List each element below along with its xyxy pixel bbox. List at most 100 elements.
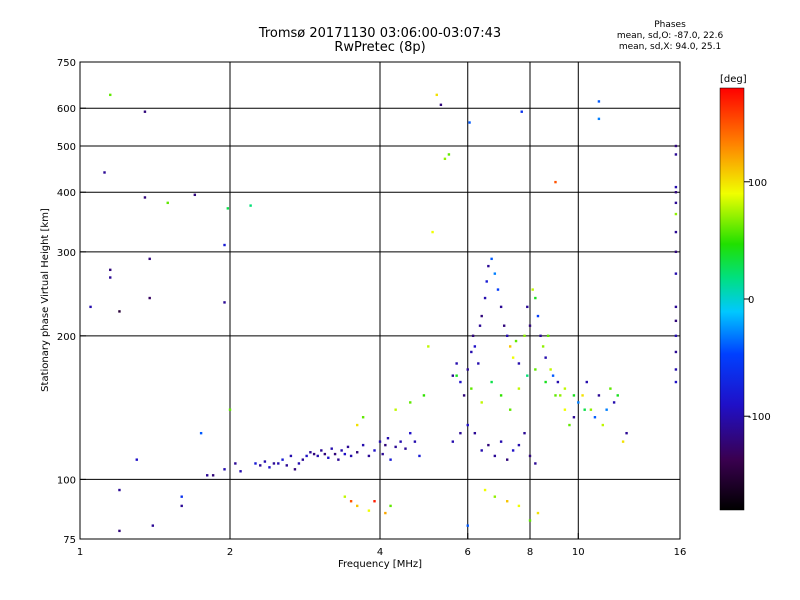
data-point xyxy=(589,408,593,411)
data-point xyxy=(249,204,252,207)
data-point xyxy=(536,314,540,318)
data-point xyxy=(539,334,542,338)
data-point xyxy=(389,504,392,508)
data-point xyxy=(508,408,512,411)
data-point xyxy=(205,474,209,477)
y-tick-label: 300 xyxy=(57,248,76,259)
data-point xyxy=(480,401,483,404)
data-point xyxy=(431,230,434,234)
data-point xyxy=(223,243,226,247)
x-tick-label: 10 xyxy=(572,547,585,558)
y-tick-label: 500 xyxy=(57,142,76,153)
data-point xyxy=(674,185,678,189)
data-point xyxy=(674,201,678,205)
data-point xyxy=(330,447,333,450)
data-point xyxy=(386,437,390,440)
data-point xyxy=(118,488,121,492)
data-point xyxy=(272,462,276,465)
x-tick-label: 8 xyxy=(527,547,533,558)
data-point xyxy=(616,394,619,397)
data-point xyxy=(199,431,203,435)
data-point xyxy=(259,464,262,467)
data-point xyxy=(459,380,462,384)
data-point xyxy=(528,519,532,522)
data-point xyxy=(378,440,382,443)
data-point xyxy=(621,440,625,443)
data-point xyxy=(180,495,183,498)
data-point xyxy=(572,394,576,397)
data-point xyxy=(674,144,678,148)
data-point xyxy=(534,462,537,465)
data-point xyxy=(581,394,584,397)
data-point xyxy=(316,454,319,458)
data-point xyxy=(355,423,359,427)
phases-o-stats: mean, sd,O: -87.0, 22.6 xyxy=(616,31,724,41)
data-point xyxy=(485,280,488,283)
data-point xyxy=(349,500,353,503)
colorbar-tick-label: 100 xyxy=(748,178,767,189)
data-point xyxy=(523,431,526,435)
data-point xyxy=(439,103,443,107)
data-point xyxy=(281,458,284,461)
y-tick-label: 100 xyxy=(57,475,76,486)
data-point xyxy=(499,305,503,309)
data-point xyxy=(674,153,678,156)
data-point xyxy=(563,387,567,390)
y-tick-label: 75 xyxy=(63,535,76,546)
x-tick-label: 16 xyxy=(674,547,687,558)
data-point xyxy=(536,511,540,515)
data-point xyxy=(384,511,387,515)
data-point xyxy=(223,301,226,304)
data-point xyxy=(505,458,509,461)
data-point xyxy=(514,339,518,343)
y-tick-label: 200 xyxy=(57,332,76,343)
data-point xyxy=(511,449,515,452)
data-point xyxy=(517,362,521,365)
data-point xyxy=(394,408,397,411)
data-point xyxy=(559,394,562,397)
data-point xyxy=(373,449,376,452)
data-point xyxy=(289,454,293,458)
data-point xyxy=(301,458,305,461)
data-point xyxy=(323,452,327,456)
data-point xyxy=(556,380,560,384)
data-point xyxy=(404,447,407,450)
data-point xyxy=(89,305,92,309)
data-point xyxy=(422,394,426,397)
data-point xyxy=(455,362,458,365)
data-point xyxy=(223,468,226,471)
phases-heading: Phases xyxy=(654,20,686,30)
data-point xyxy=(384,443,387,447)
colorbar-ticks: 100 0 -100 xyxy=(744,178,771,423)
data-point xyxy=(674,230,678,234)
data-point xyxy=(597,117,601,121)
data-point xyxy=(143,196,147,199)
colorbar-tick-label: 0 xyxy=(748,295,754,306)
data-point xyxy=(389,458,392,461)
data-point xyxy=(305,454,308,458)
data-point xyxy=(462,394,466,397)
data-point xyxy=(443,157,447,161)
data-point xyxy=(239,470,242,473)
data-point xyxy=(466,368,469,371)
x-axis-label: Frequency [MHz] xyxy=(338,559,422,570)
data-point xyxy=(228,408,232,411)
data-point xyxy=(531,288,534,291)
data-point xyxy=(517,504,521,508)
data-point xyxy=(551,374,555,377)
data-point xyxy=(427,345,430,348)
data-point xyxy=(478,324,482,327)
data-point xyxy=(563,408,567,411)
data-point xyxy=(526,305,529,309)
data-point xyxy=(528,324,532,327)
data-point xyxy=(480,314,483,318)
data-point xyxy=(674,334,678,338)
data-point xyxy=(109,93,112,97)
data-point xyxy=(459,431,462,435)
data-point xyxy=(327,456,330,459)
data-point xyxy=(409,401,412,404)
data-point xyxy=(490,257,493,261)
data-point xyxy=(109,268,112,272)
data-point xyxy=(508,345,512,348)
data-point xyxy=(534,296,537,300)
